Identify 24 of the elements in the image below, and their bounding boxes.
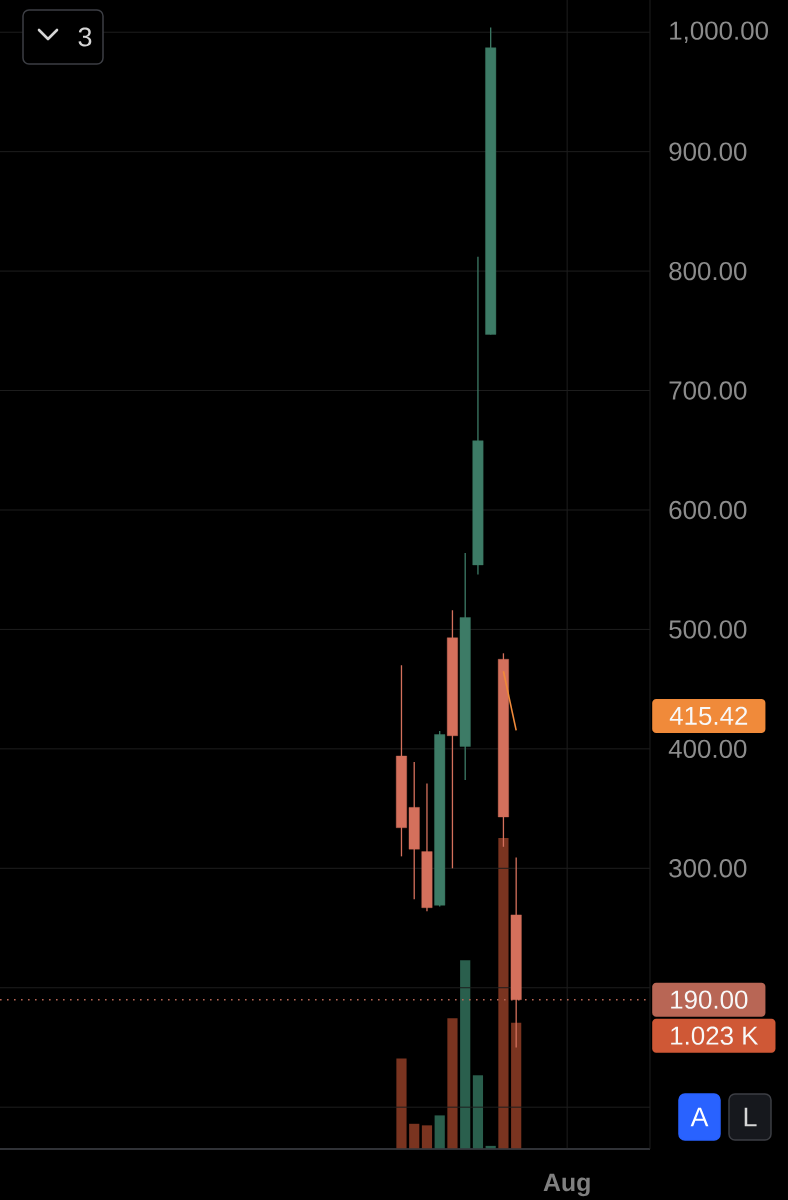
y-tick-label: 300.00 [669, 859, 747, 878]
text: A [690, 1107, 709, 1127]
y-tick-label: 600.00 [669, 500, 747, 520]
y-tick-label: 700.00 [669, 381, 747, 400]
bar [472, 1075, 484, 1149]
text: 415.42 [669, 706, 748, 726]
x-tick-label: Aug [543, 1173, 590, 1197]
bar [460, 960, 471, 1149]
y-tick-label: 500.00 [669, 620, 747, 639]
y-tick-label: 400.00 [668, 739, 747, 759]
y-tick-label: 1,000.00 [670, 21, 768, 43]
y-tick-label: 900.00 [669, 142, 747, 161]
text: L [744, 1107, 757, 1127]
bar [498, 837, 509, 1149]
bar [409, 1123, 420, 1149]
bar [511, 1022, 522, 1149]
y-tick-label: 800.00 [669, 261, 747, 281]
annotation: 3 [78, 27, 92, 47]
ref-line-label: 190.00 [671, 990, 748, 1009]
bar [447, 1018, 458, 1149]
bar [396, 1058, 407, 1149]
text: 1.023 K [671, 1026, 759, 1045]
bar [434, 1115, 445, 1149]
bar [421, 1125, 433, 1149]
